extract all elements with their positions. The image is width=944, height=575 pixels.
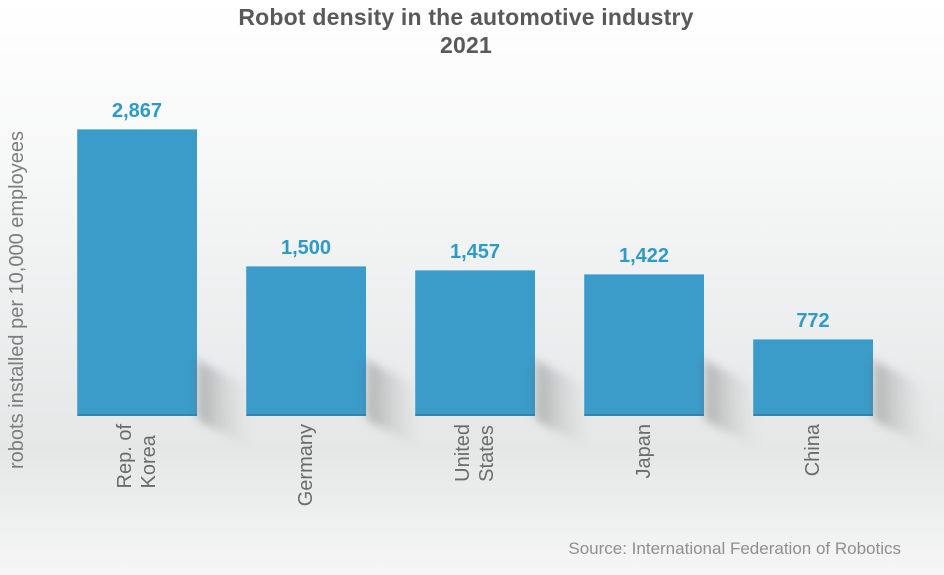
chart-title-line2: 2021 [440, 32, 492, 58]
category-label: Japan [633, 424, 655, 479]
source-note: Source: International Federation of Robo… [568, 539, 901, 558]
chart-title-line1: Robot density in the automotive industry [238, 4, 694, 30]
bar-2 [246, 266, 366, 416]
y-axis-label: robots installed per 10,000 employees [6, 131, 28, 469]
bar-3 [415, 270, 535, 416]
bar-value-label: 1,422 [618, 244, 670, 267]
bar-value-label: 772 [796, 309, 830, 332]
bar-5 [753, 338, 873, 416]
bar-value-label: 2,867 [111, 100, 163, 123]
category-label: Rep. of Korea [114, 424, 160, 489]
bar-value-label: 1,457 [449, 241, 501, 264]
category-label: Germany [295, 424, 317, 507]
bar-4 [584, 273, 704, 416]
category-label: United States [452, 424, 498, 482]
bar-value-label: 1,500 [280, 237, 332, 259]
chart-title: Robot density in the automotive industry… [0, 3, 932, 59]
category-label: China [802, 424, 824, 477]
bar-1 [77, 129, 197, 416]
